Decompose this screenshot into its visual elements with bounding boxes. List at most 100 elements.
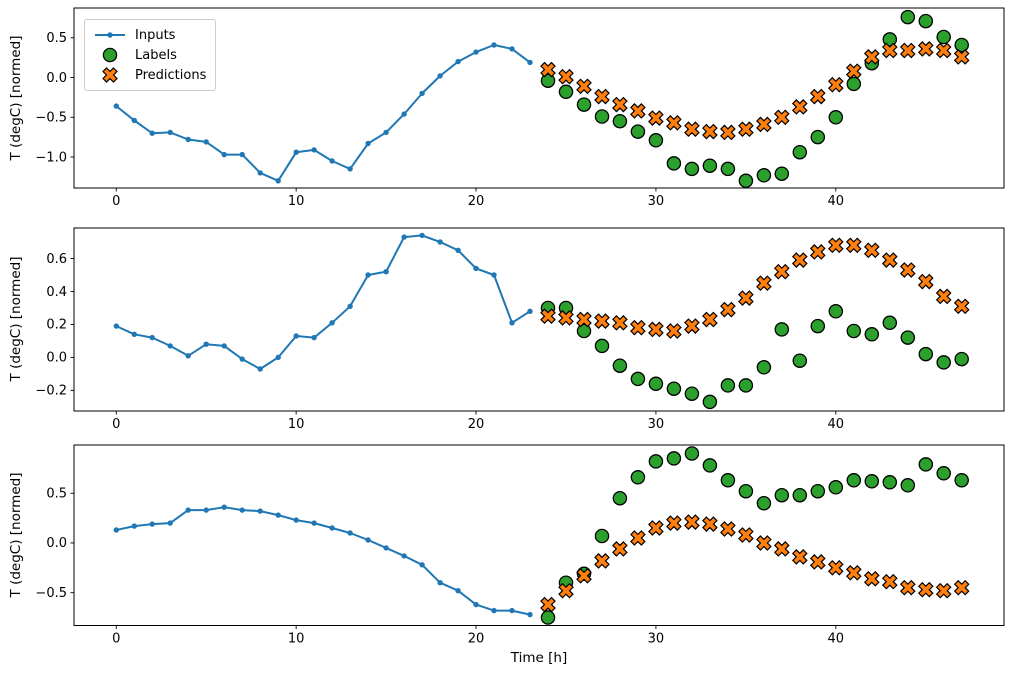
labels-point <box>936 29 951 45</box>
x-tick-label: 40 <box>828 417 845 432</box>
predictions-point <box>738 527 754 543</box>
predictions-point <box>845 564 862 581</box>
predictions-point <box>648 110 664 126</box>
inputs-point <box>167 129 173 136</box>
predictions-point <box>953 298 970 315</box>
y-tick-label: 0.2 <box>46 318 67 333</box>
legend-item-predictions: Predictions <box>94 65 206 85</box>
labels-point <box>828 110 844 125</box>
labels-point <box>756 360 772 375</box>
labels-point <box>954 473 969 488</box>
labels-point <box>882 315 898 331</box>
predictions-point <box>594 553 610 569</box>
x-tick-label: 20 <box>468 417 485 432</box>
predictions-point <box>756 535 772 551</box>
x-tick-label: 10 <box>288 632 305 647</box>
inputs-point <box>185 353 191 359</box>
inputs-point <box>149 334 155 341</box>
inputs-dot-sample <box>107 32 113 38</box>
y-axis-label-subplot-2: T (degC) [normed] <box>8 256 24 382</box>
predictions-point <box>881 42 898 59</box>
predictions-point <box>845 237 862 254</box>
subplot-3: 0 10 20 30 40 0.5 0.0 −0.5 <box>35 444 1005 647</box>
inputs-point <box>239 356 245 362</box>
inputs-point <box>365 272 371 278</box>
labels-point <box>846 76 862 92</box>
inputs-point <box>491 42 497 48</box>
predictions-point <box>702 311 718 328</box>
predictions-point <box>702 516 718 532</box>
labels-point <box>846 473 862 488</box>
predictions-point <box>773 541 790 557</box>
predictions-point <box>899 42 916 59</box>
inputs-point <box>131 331 137 337</box>
labels-point <box>630 371 646 387</box>
labels-point <box>882 32 898 47</box>
inputs-point <box>383 269 389 275</box>
inputs-point <box>347 303 353 309</box>
inputs-point <box>329 158 335 164</box>
axes-spines <box>73 7 1005 189</box>
predictions-point <box>809 88 826 105</box>
labels-point <box>576 323 592 339</box>
y-tick-label: −0.2 <box>35 384 67 399</box>
predictions-point <box>720 521 736 537</box>
predictions-point <box>720 301 736 318</box>
labels-point <box>684 446 700 461</box>
predictions-point <box>666 114 682 131</box>
labels-point <box>540 73 556 88</box>
labels-point <box>810 129 826 145</box>
predictions-point <box>684 514 700 530</box>
inputs-point <box>329 525 335 531</box>
predictions-point <box>684 318 700 334</box>
y-axis-label-subplot-3: T (degC) [normed] <box>8 472 24 598</box>
predictions-x-icon <box>94 65 126 85</box>
labels-point <box>900 330 916 345</box>
axes-spines <box>73 227 1005 412</box>
labels-point <box>738 483 754 499</box>
labels-point <box>594 338 610 354</box>
inputs-point <box>275 512 281 518</box>
inputs-point <box>509 46 515 52</box>
inputs-point <box>365 537 371 543</box>
inputs-point <box>437 73 443 79</box>
predictions-point <box>953 49 970 65</box>
predictions-point <box>702 123 718 140</box>
y-tick-label: 0.0 <box>46 351 67 366</box>
x-tick-label: 0 <box>112 417 120 432</box>
inputs-point <box>293 517 299 523</box>
predictions-point <box>594 313 610 329</box>
inputs-point <box>491 272 497 278</box>
legend-label-predictions: Predictions <box>135 67 207 83</box>
labels-point <box>936 466 951 481</box>
labels-point <box>684 386 700 401</box>
x-tick-label: 10 <box>288 417 305 432</box>
labels-point <box>630 470 646 485</box>
predictions-point <box>612 96 628 113</box>
predictions-point <box>773 263 790 280</box>
inputs-point <box>473 49 479 55</box>
labels-point <box>540 610 556 625</box>
predictions-point <box>917 273 934 290</box>
labels-point <box>576 97 592 112</box>
inputs-point <box>149 130 155 136</box>
predictions-point <box>935 42 952 59</box>
inputs-point <box>401 111 407 117</box>
inputs-point <box>275 178 281 184</box>
predictions-point <box>576 311 592 328</box>
labels-point <box>810 318 826 334</box>
inputs-point <box>491 607 497 614</box>
predictions-point <box>630 319 646 336</box>
inputs-point <box>203 341 209 347</box>
labels-point <box>900 9 916 25</box>
predictions-point <box>809 554 826 570</box>
predictions-point <box>738 121 754 138</box>
inputs-line <box>116 506 531 616</box>
predictions-point <box>863 242 880 259</box>
labels-point <box>774 487 790 503</box>
inputs-point <box>437 239 443 245</box>
predictions-point <box>791 99 808 115</box>
x-tick-label: 30 <box>648 194 665 209</box>
x-axis-label: Time [h] <box>510 650 568 666</box>
